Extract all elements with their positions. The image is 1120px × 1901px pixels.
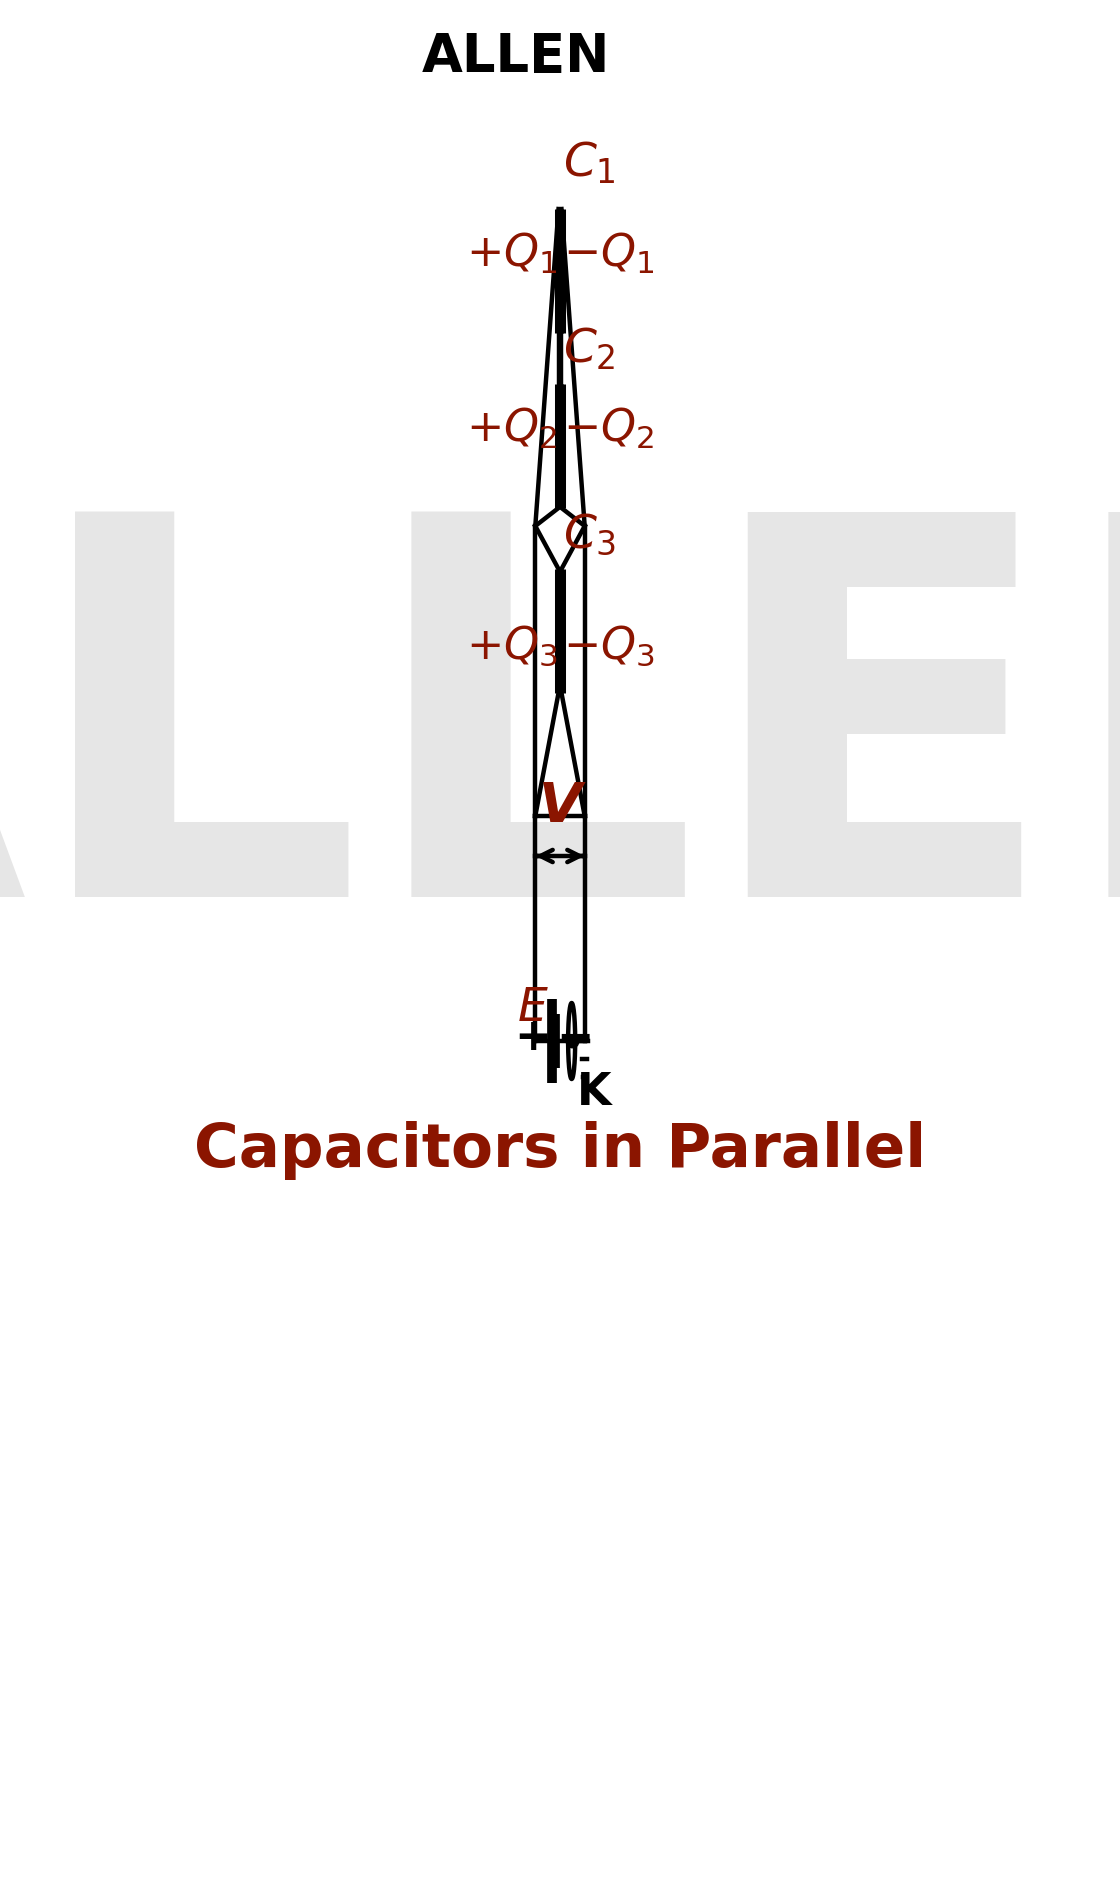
- Text: $+\mathit{Q}_2$: $+\mathit{Q}_2$: [466, 405, 558, 451]
- Text: $\mathit{C}_2$: $\mathit{C}_2$: [562, 325, 615, 373]
- Text: $\mathit{C}_1$: $\mathit{C}_1$: [562, 141, 616, 186]
- Text: $\mathit{C}_3$: $\mathit{C}_3$: [562, 511, 616, 557]
- Text: +: +: [514, 1015, 551, 1059]
- Text: $\mathit{E}$: $\mathit{E}$: [516, 987, 549, 1030]
- Text: $-\mathit{Q}_3$: $-\mathit{Q}_3$: [562, 624, 654, 669]
- Text: −: −: [557, 1015, 594, 1059]
- Text: Capacitors in Parallel: Capacitors in Parallel: [194, 1122, 926, 1181]
- Text: ALLEN: ALLEN: [421, 30, 610, 84]
- Text: $+\mathit{Q}_1$: $+\mathit{Q}_1$: [466, 230, 558, 276]
- Text: $+\mathit{Q}_3$: $+\mathit{Q}_3$: [466, 624, 558, 669]
- Text: $-\mathit{Q}_1$: $-\mathit{Q}_1$: [562, 230, 654, 276]
- Text: ALLEN: ALLEN: [0, 494, 1120, 1008]
- Text: $-\mathit{Q}_2$: $-\mathit{Q}_2$: [562, 405, 654, 451]
- Text: V: V: [539, 779, 581, 835]
- Text: K: K: [577, 1070, 612, 1114]
